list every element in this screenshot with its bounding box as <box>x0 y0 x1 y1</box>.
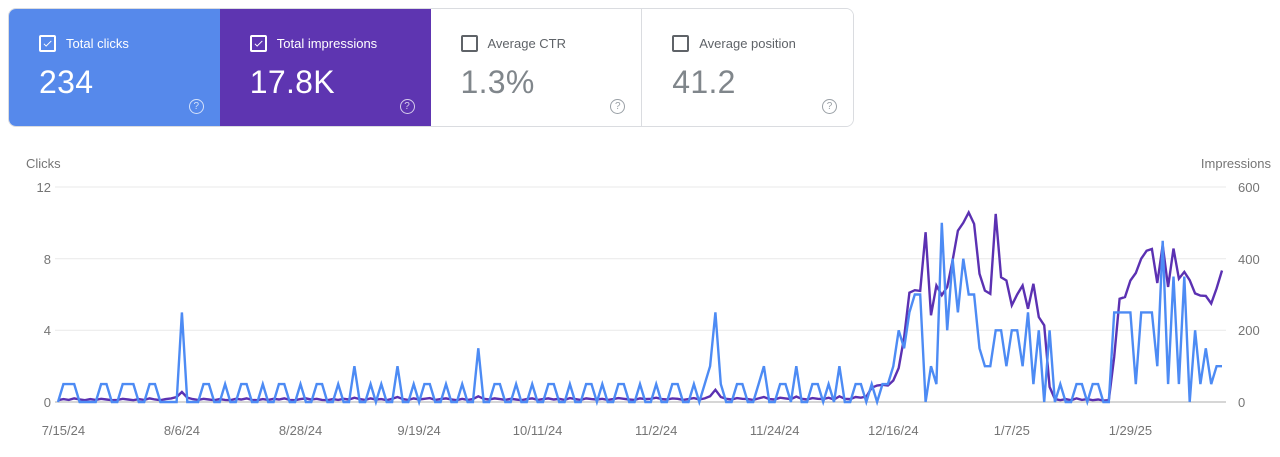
total-impressions-label: Total impressions <box>276 36 378 51</box>
x-axis-label: 8/28/24 <box>278 423 323 438</box>
average-position-value: 41.2 <box>672 64 736 100</box>
total-clicks-card[interactable]: Total clicks 234 ? <box>9 9 220 126</box>
average-ctr-value: 1.3% <box>460 64 535 100</box>
left-axis-tick: 4 <box>43 323 51 338</box>
help-icon[interactable]: ? <box>610 99 626 114</box>
help-icon[interactable]: ? <box>822 99 837 114</box>
help-icon[interactable]: ? <box>399 99 415 114</box>
right-axis-tick: 600 <box>1238 180 1260 195</box>
right-axis-tick: 0 <box>1238 395 1246 410</box>
total-clicks-checkbox-checked[interactable] <box>39 35 56 52</box>
average-position-checkbox-unchecked[interactable] <box>672 35 690 52</box>
metrics-card-strip: Total clicks 234 ? Total impressions 17.… <box>8 8 854 127</box>
x-axis-label: 8/6/24 <box>163 423 200 438</box>
average-ctr-label: Average CTR <box>487 36 567 51</box>
left-axis-title: Clicks <box>26 156 61 171</box>
x-axis-label: 12/16/24 <box>867 423 919 438</box>
x-axis-label: 1/7/25 <box>993 423 1030 438</box>
average-position-card[interactable]: Average position 41.2 ? <box>641 9 853 126</box>
x-axis-label: 7/15/24 <box>41 423 86 438</box>
x-axis-label: 1/29/25 <box>1108 423 1153 438</box>
x-axis-label: 11/2/24 <box>634 423 678 438</box>
help-icon[interactable]: ? <box>188 99 204 114</box>
right-axis-title: Impressions <box>1200 156 1271 171</box>
checkmark-icon <box>254 40 263 47</box>
total-clicks-value: 234 <box>39 64 94 100</box>
right-axis-tick: 200 <box>1238 323 1260 338</box>
left-axis-tick: 12 <box>36 180 51 195</box>
average-ctr-checkbox-unchecked[interactable] <box>460 35 478 52</box>
x-axis-label: 11/24/24 <box>749 423 800 438</box>
average-position-label: Average position <box>699 36 796 51</box>
checkmark-icon <box>43 40 52 47</box>
total-impressions-checkbox-checked[interactable] <box>249 35 267 52</box>
left-axis-tick: 8 <box>43 252 51 267</box>
x-axis-label: 9/19/24 <box>397 423 441 438</box>
right-axis-tick: 400 <box>1238 252 1260 267</box>
clicks-series-line <box>56 222 1222 407</box>
total-impressions-card[interactable]: Total impressions 17.8K ? <box>219 9 431 126</box>
total-impressions-value: 17.8K <box>249 64 335 100</box>
average-ctr-card[interactable]: Average CTR 1.3% ? <box>430 9 642 126</box>
total-clicks-label: Total clicks <box>66 36 129 51</box>
left-axis-tick: 0 <box>43 395 51 410</box>
x-axis-label: 10/11/24 <box>512 423 563 438</box>
